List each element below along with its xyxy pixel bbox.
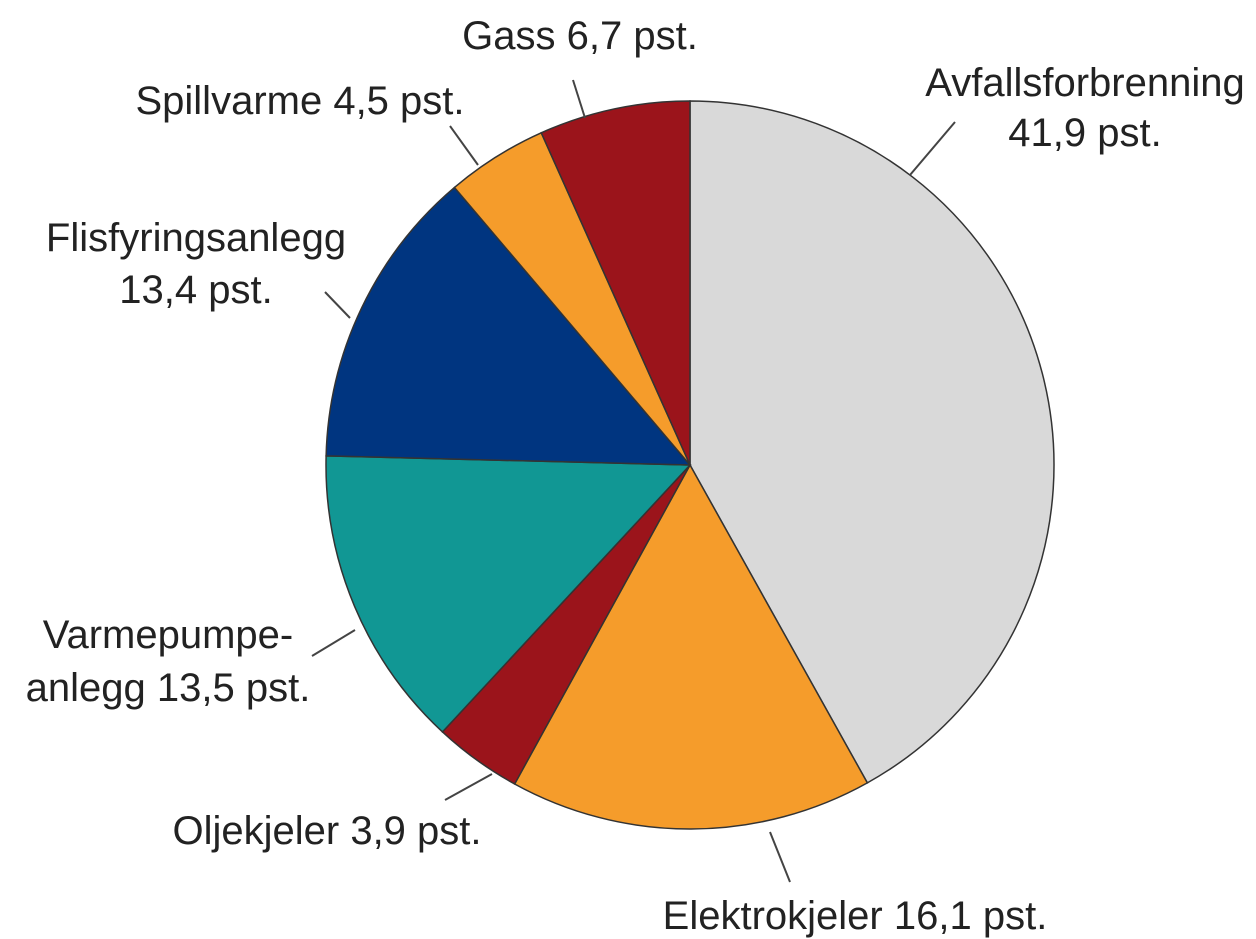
leader-line — [572, 79, 586, 119]
pie-slice — [325, 455, 692, 733]
pie-slice — [513, 463, 869, 830]
label-line: 41,9 pst. — [1008, 111, 1161, 155]
label-line: Gass 6,7 pst. — [462, 14, 698, 58]
label-line: Flisfyringsanlegg — [46, 216, 346, 260]
slice-label: Oljekjeler 3,9 pst. — [172, 809, 481, 853]
pie-slice — [540, 100, 691, 466]
label-line: Avfallsforbrenning — [925, 61, 1244, 105]
leader-line — [449, 125, 479, 166]
slice-label: Spillvarme 4,5 pst. — [135, 79, 464, 123]
slice-label: Avfallsforbrenning 41,9 pst. — [925, 61, 1244, 155]
pie-slice — [325, 186, 692, 466]
slice-label: Varmepumpe-anlegg 13,5 pst. — [26, 613, 311, 710]
slice-label: Gass 6,7 pst. — [462, 14, 698, 58]
leader-line — [324, 291, 351, 319]
leader-line — [444, 773, 493, 801]
slice-label: Elektrokjeler 16,1 pst. — [663, 894, 1048, 938]
pie-slice — [689, 100, 1055, 784]
label-line: 13,4 pst. — [119, 268, 272, 312]
label-line: Varmepumpe- — [43, 613, 293, 657]
leader-line — [909, 121, 956, 176]
slice-label: Flisfyringsanlegg 13,4 pst. — [46, 216, 346, 312]
label-line: Oljekjeler 3,9 pst. — [172, 809, 481, 853]
leader-line — [769, 831, 791, 883]
label-line: anlegg 13,5 pst. — [26, 666, 311, 710]
leader-line — [311, 629, 356, 657]
label-line: Elektrokjeler 16,1 pst. — [663, 894, 1048, 938]
label-line: Spillvarme 4,5 pst. — [135, 79, 464, 123]
